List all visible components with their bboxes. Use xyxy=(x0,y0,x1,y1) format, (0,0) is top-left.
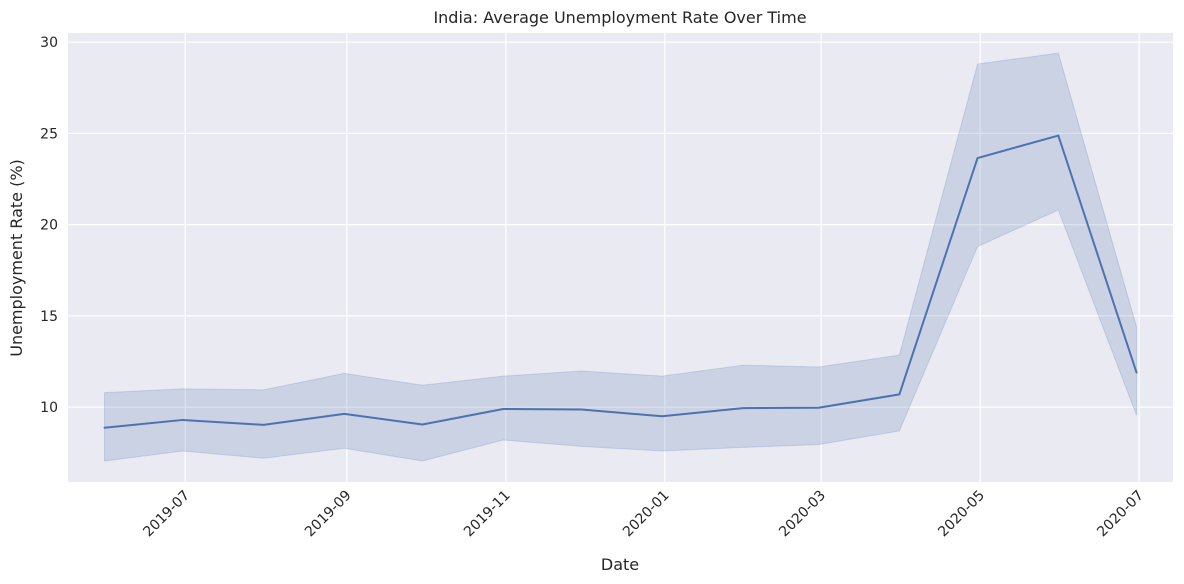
y-tick-label: 30 xyxy=(40,35,58,51)
x-tick-label: 2019-09 xyxy=(302,488,355,541)
x-tick-label: 2020-01 xyxy=(620,488,673,541)
y-tick-label: 25 xyxy=(40,126,58,142)
x-axis-title: Date xyxy=(601,555,639,574)
x-tick-label: 2020-07 xyxy=(1094,488,1147,541)
y-axis-title: Unemployment Rate (%) xyxy=(7,159,26,357)
grid-lines xyxy=(68,33,1173,482)
x-tick-label: 2020-03 xyxy=(776,488,829,541)
y-tick-label: 10 xyxy=(40,400,58,416)
series-line-layer xyxy=(103,134,1138,429)
chart-title: India: Average Unemployment Rate Over Ti… xyxy=(433,8,806,27)
y-tick-labels: 10 15 20 25 30 xyxy=(40,35,58,416)
x-tick-label: 2019-11 xyxy=(461,488,514,541)
confidence-band-layer xyxy=(103,52,1138,462)
x-tick-label: 2020-05 xyxy=(935,488,988,541)
series-line xyxy=(103,134,1138,429)
x-tick-label: 2019-07 xyxy=(140,488,193,541)
y-tick-label: 20 xyxy=(40,218,58,234)
y-tick-label: 15 xyxy=(40,309,58,325)
x-tick-labels: 2019-07 2019-09 2019-11 2020-01 2020-03 2020-… xyxy=(140,488,1147,541)
confidence-band xyxy=(103,52,1138,462)
